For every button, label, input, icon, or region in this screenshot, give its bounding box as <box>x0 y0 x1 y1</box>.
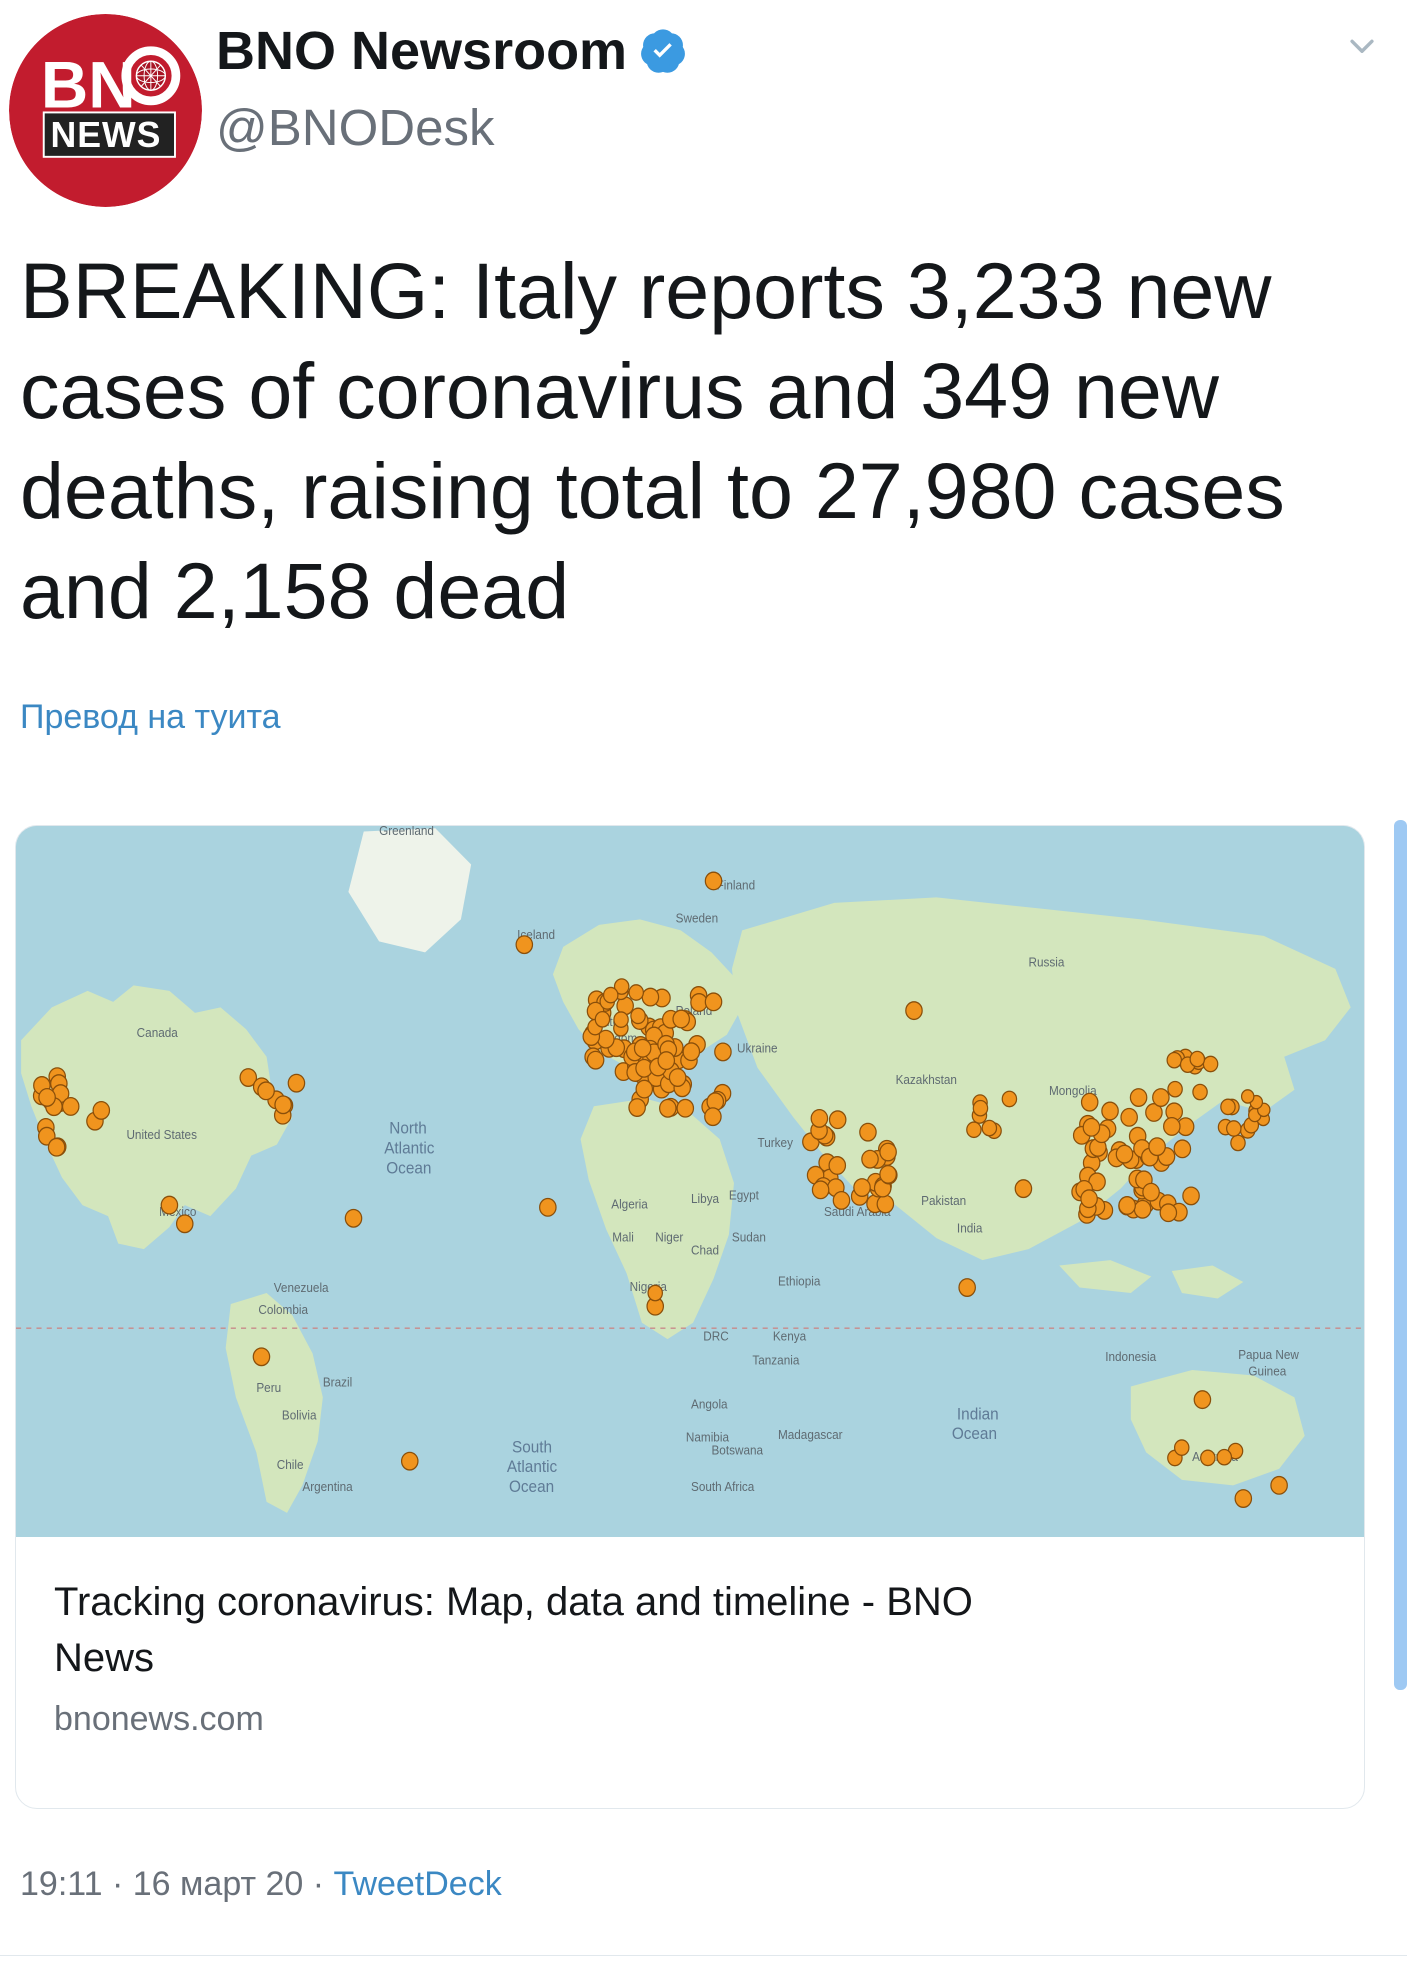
svg-text:Botswana: Botswana <box>711 1443 763 1457</box>
svg-text:Indian: Indian <box>957 1406 999 1424</box>
svg-text:Chile: Chile <box>277 1457 304 1471</box>
svg-text:NEWS: NEWS <box>50 115 161 155</box>
svg-text:Colombia: Colombia <box>258 1303 308 1317</box>
svg-text:North: North <box>389 1120 426 1138</box>
svg-text:Angola: Angola <box>691 1397 728 1411</box>
svg-text:Argentina: Argentina <box>302 1479 352 1493</box>
svg-text:Turkey: Turkey <box>758 1135 794 1149</box>
svg-text:Papua New: Papua New <box>1238 1348 1299 1362</box>
svg-text:Libya: Libya <box>691 1192 719 1206</box>
svg-text:South Africa: South Africa <box>691 1479 755 1493</box>
svg-text:Brazil: Brazil <box>323 1375 352 1389</box>
svg-text:India: India <box>957 1221 983 1235</box>
svg-text:United States: United States <box>126 1128 197 1142</box>
svg-text:Sweden: Sweden <box>676 911 718 925</box>
svg-text:Egypt: Egypt <box>729 1188 760 1202</box>
svg-text:Venezuela: Venezuela <box>274 1281 329 1295</box>
svg-text:BN: BN <box>41 49 136 122</box>
svg-text:Greenland: Greenland <box>379 826 434 838</box>
svg-text:Mali: Mali <box>612 1230 634 1244</box>
svg-text:Sudan: Sudan <box>732 1230 766 1244</box>
svg-text:Canada: Canada <box>137 1026 178 1040</box>
svg-text:Russia: Russia <box>1029 955 1065 969</box>
svg-text:Atlantic: Atlantic <box>507 1459 557 1477</box>
svg-text:Ethiopia: Ethiopia <box>778 1274 821 1288</box>
svg-text:South: South <box>512 1439 552 1457</box>
svg-text:DRC: DRC <box>703 1329 729 1343</box>
svg-text:Ocean: Ocean <box>952 1426 997 1444</box>
svg-text:Ocean: Ocean <box>509 1478 554 1496</box>
svg-text:Pakistan: Pakistan <box>921 1194 966 1208</box>
svg-text:Madagascar: Madagascar <box>778 1428 843 1442</box>
svg-text:Niger: Niger <box>655 1230 683 1244</box>
svg-text:Ocean: Ocean <box>386 1160 431 1178</box>
svg-text:Bolivia: Bolivia <box>282 1408 317 1422</box>
svg-text:Kenya: Kenya <box>773 1329 807 1343</box>
svg-text:Guinea: Guinea <box>1248 1364 1286 1378</box>
svg-text:Algeria: Algeria <box>611 1197 648 1211</box>
svg-text:Atlantic: Atlantic <box>384 1140 434 1158</box>
svg-text:Tanzania: Tanzania <box>752 1353 799 1367</box>
svg-text:Indonesia: Indonesia <box>1105 1350 1156 1364</box>
svg-text:Kazakhstan: Kazakhstan <box>896 1073 957 1087</box>
svg-text:Finland: Finland <box>717 878 756 892</box>
svg-text:Peru: Peru <box>256 1381 281 1395</box>
svg-text:Chad: Chad <box>691 1243 719 1257</box>
svg-text:Ukraine: Ukraine <box>737 1041 778 1055</box>
